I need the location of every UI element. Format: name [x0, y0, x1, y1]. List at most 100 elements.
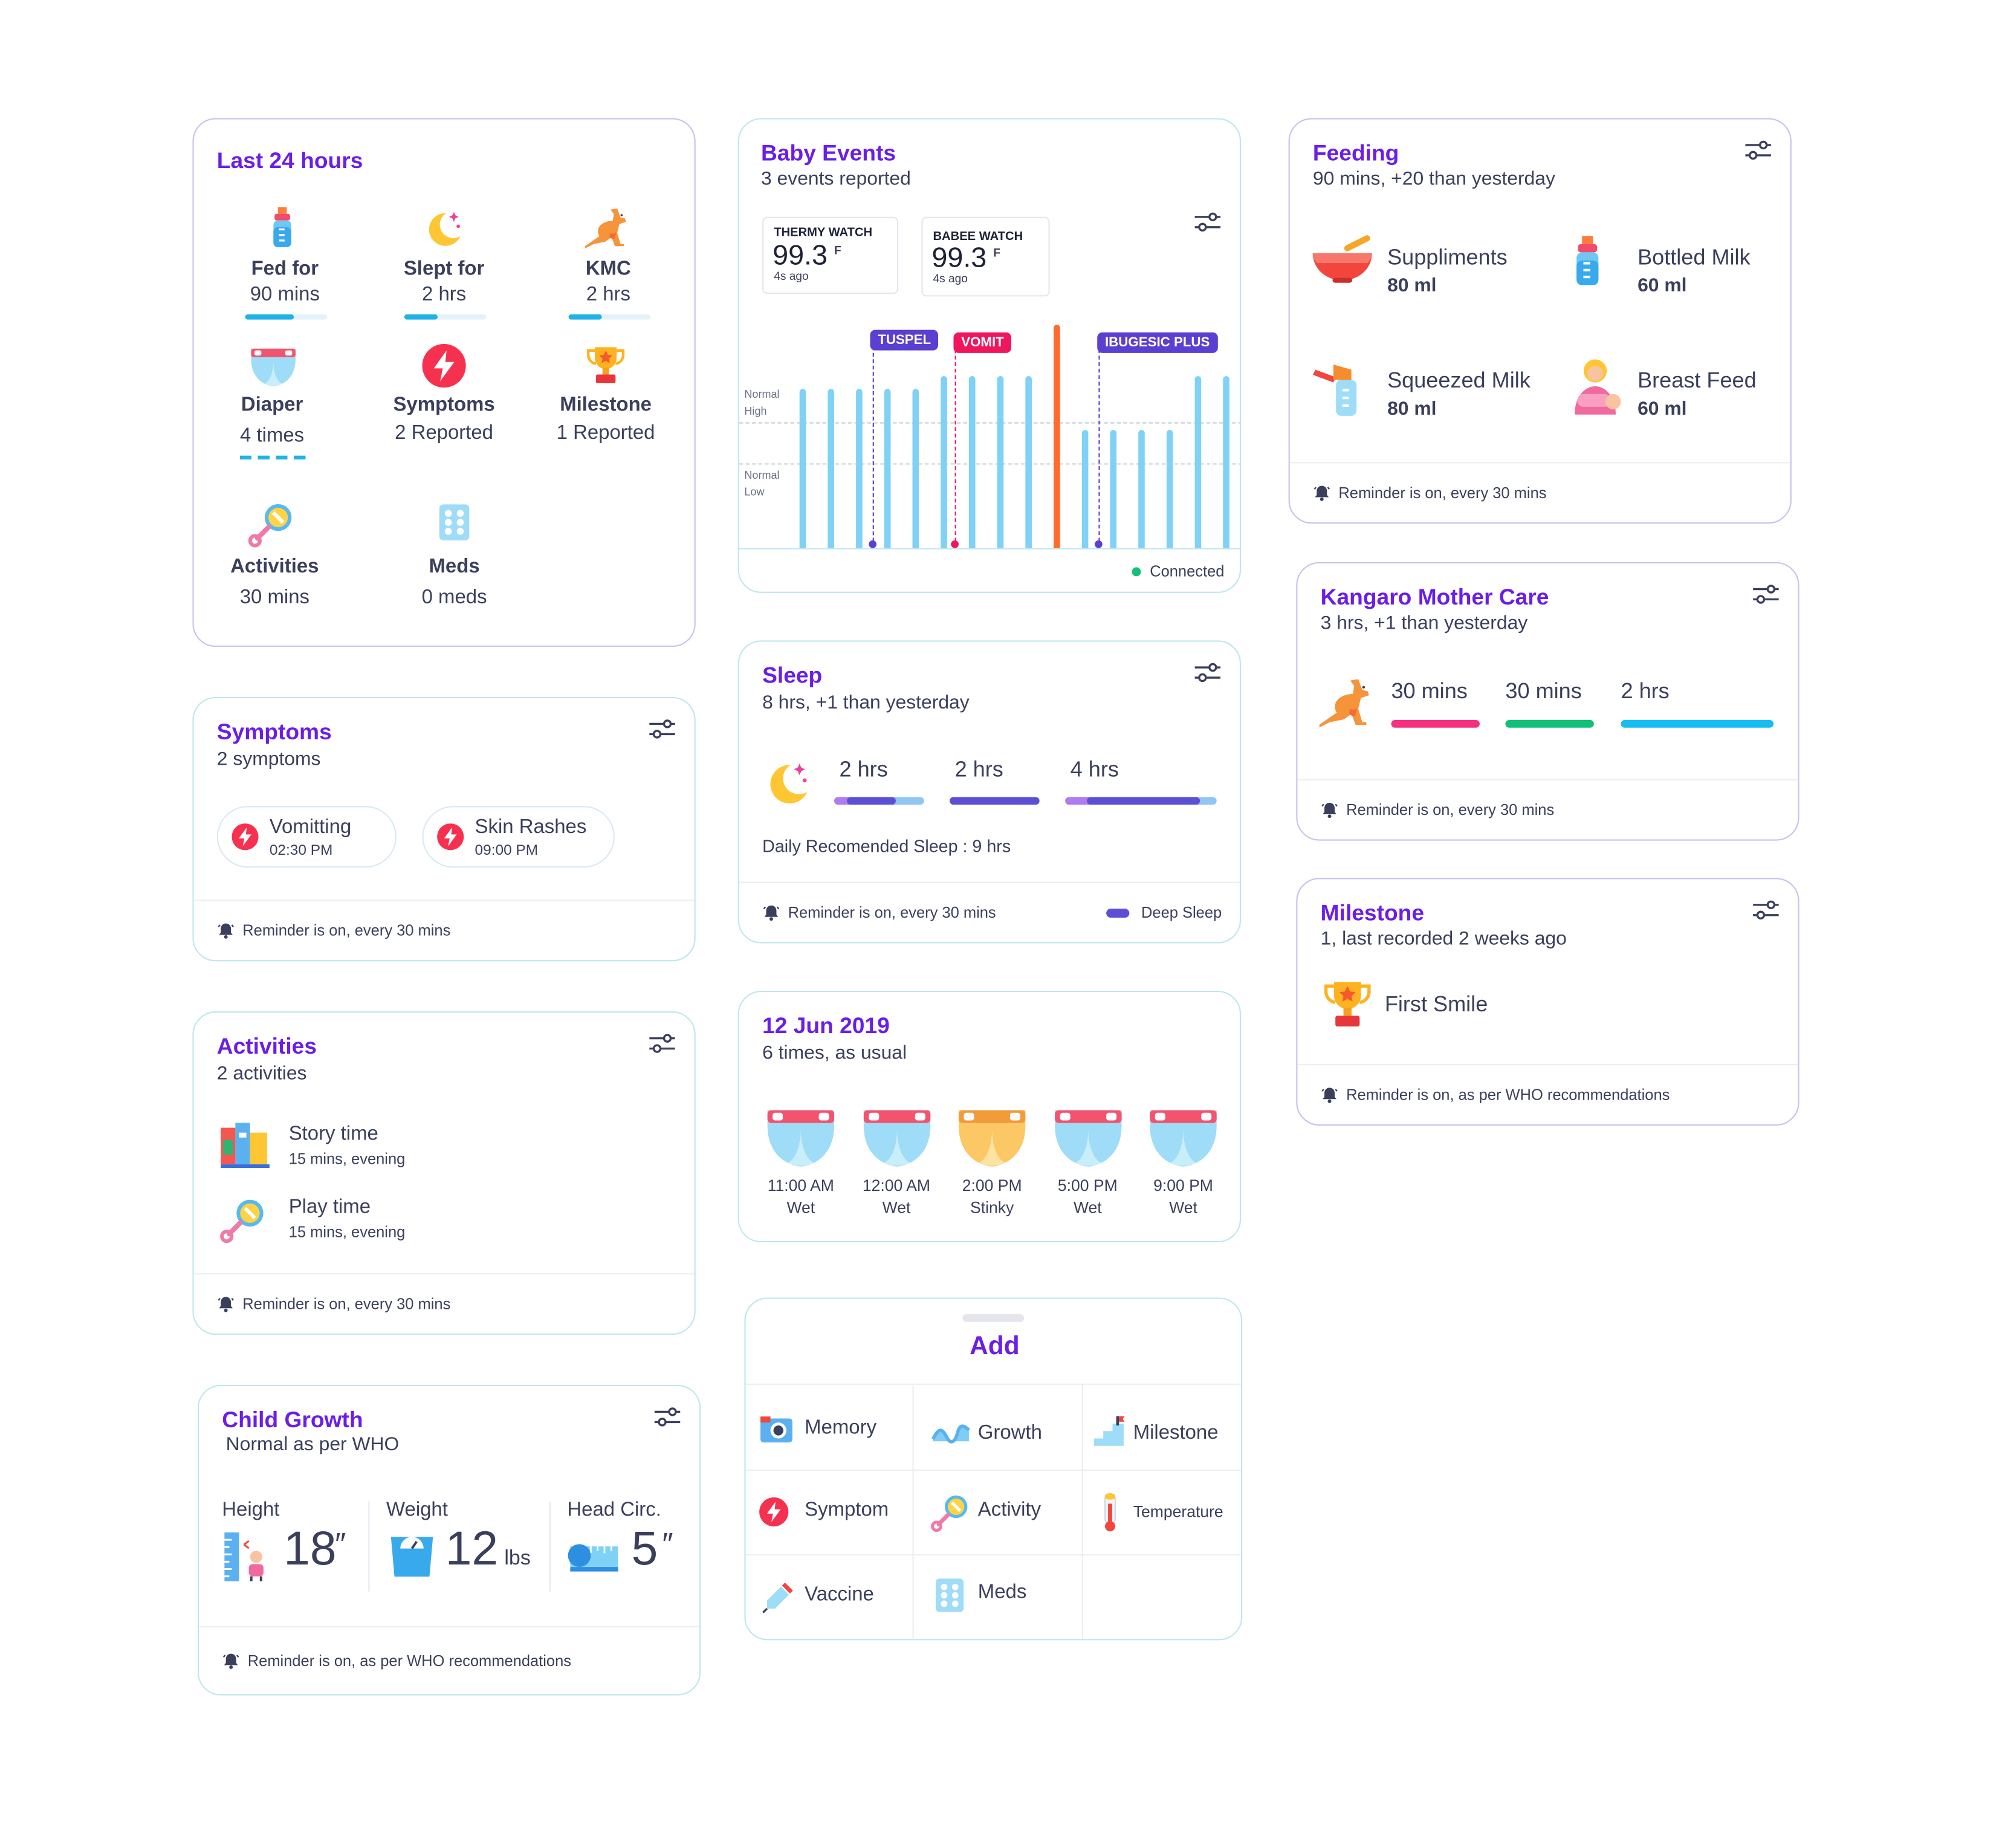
watch-temp: 99.3	[773, 238, 828, 271]
summary-symptoms[interactable]: Symptoms 2 Reported	[371, 343, 517, 458]
growth-icon	[930, 1415, 971, 1450]
activity-detail: 15 mins, evening	[288, 1223, 406, 1242]
watch-reading[interactable]: BABEE WATCH 99.3 F 4s ago	[921, 216, 1050, 297]
summary-activities[interactable]: Activities 30 mins	[201, 499, 348, 615]
breast-pump-icon	[1310, 351, 1372, 425]
reminder-text: Reminder is on, every 30 mins	[1346, 800, 1555, 819]
diaper-time: 2:00 PM	[962, 1176, 1022, 1195]
diaper-entry[interactable]: 12:00 AM Wet	[853, 1103, 940, 1231]
session-label: 30 mins	[1505, 679, 1582, 704]
diaper-type: Stinky	[970, 1198, 1014, 1217]
reading-bar	[997, 376, 1004, 548]
add-growth-button[interactable]: Growth	[930, 1407, 1084, 1458]
add-activity-button[interactable]: Activity	[930, 1487, 1084, 1538]
progress-track	[568, 314, 651, 320]
add-symptom-button[interactable]: Symptom	[759, 1487, 913, 1538]
summary-milestone[interactable]: Milestone 1 Reported	[533, 343, 679, 458]
stinky-diaper-icon	[953, 1103, 1030, 1169]
filter-icon[interactable]	[1193, 212, 1222, 232]
summary-value: 2 hrs	[586, 284, 630, 306]
symptom-icon	[759, 1497, 789, 1528]
diaper-entry[interactable]: 9:00 PM Wet	[1139, 1103, 1226, 1231]
summary-label: Meds	[429, 556, 480, 578]
feeding-amount: 60 ml	[1638, 274, 1687, 297]
summary-value: 2 Reported	[395, 422, 494, 444]
activity-item[interactable]: Play time 15 mins, evening	[217, 1192, 641, 1248]
reading-bar	[1110, 430, 1117, 548]
connection-status: Connected	[1132, 562, 1224, 580]
diaper-log-card: 12 Jun 2019 6 times, as usual 11:00 AM We…	[737, 991, 1242, 1243]
drag-handle[interactable]	[962, 1314, 1025, 1322]
milestone-item[interactable]: First Smile	[1321, 977, 1642, 1036]
filter-icon[interactable]	[648, 1033, 676, 1054]
activity-item[interactable]: Story time 15 mins, evening	[217, 1118, 641, 1174]
sleep-card: Sleep 8 hrs, +1 than yesterday 2 hrs 2 hr…	[737, 640, 1242, 944]
growth-head[interactable]: Head Circ. 5 ″	[567, 1499, 695, 1589]
segment-bar	[950, 797, 1040, 805]
event-tag[interactable]: VOMIT	[953, 332, 1012, 353]
sleep-segment[interactable]: 2 hrs	[950, 754, 1040, 811]
kmc-session[interactable]: 30 mins	[1391, 679, 1481, 730]
activity-detail: 15 mins, evening	[288, 1150, 406, 1169]
sleep-segment[interactable]: 2 hrs	[834, 754, 924, 811]
watch-name: THERMY WATCH	[774, 225, 873, 241]
diaper-entry[interactable]: 2:00 PM Stinky	[948, 1103, 1035, 1231]
filter-icon[interactable]	[648, 719, 676, 739]
summary-meds[interactable]: Meds 0 meds	[381, 499, 528, 615]
growth-height[interactable]: Height 18 ″	[222, 1499, 363, 1589]
event-tag[interactable]: IBUGESIC PLUS	[1097, 332, 1218, 353]
diaper-type: Wet	[882, 1198, 911, 1217]
bell-icon	[762, 904, 780, 922]
baby-events-card: Baby Events 3 events reported THERMY WAT…	[737, 118, 1242, 593]
diaper-entry[interactable]: 5:00 PM Wet	[1044, 1103, 1131, 1231]
divider	[1081, 1383, 1083, 1639]
diaper-entry[interactable]: 11:00 AM Wet	[757, 1103, 844, 1231]
kmc-session[interactable]: 2 hrs	[1621, 679, 1777, 730]
sleep-segment[interactable]: 4 hrs	[1065, 754, 1217, 811]
diaper-time: 5:00 PM	[1057, 1176, 1118, 1195]
summary-label: Symptoms	[393, 394, 495, 416]
camera-icon	[759, 1412, 794, 1445]
feeding-item[interactable]: Suppliments 80 ml	[1310, 232, 1554, 299]
symptom-icon	[436, 823, 465, 851]
ruler-icon	[222, 1530, 271, 1584]
bowl-icon	[1310, 235, 1375, 287]
add-vaccine-button[interactable]: Vaccine	[761, 1571, 915, 1623]
add-label: Temperature	[1133, 1503, 1223, 1521]
filter-icon[interactable]	[653, 1407, 682, 1427]
summary-slept[interactable]: Slept for 2 hrs	[371, 204, 517, 320]
tag-marker-dot	[869, 540, 877, 548]
growth-weight[interactable]: Weight 12 lbs	[386, 1499, 553, 1589]
rattle-icon	[248, 499, 297, 548]
symptom-chip[interactable]: Vomitting 02:30 PM	[216, 806, 397, 868]
feeding-item[interactable]: Squeezed Milk 80 ml	[1310, 351, 1554, 427]
filter-icon[interactable]	[1193, 663, 1222, 683]
growth-label: Weight	[386, 1499, 448, 1521]
feeding-item[interactable]: Bottled Milk 60 ml	[1567, 232, 1790, 299]
light-sleep-fill	[834, 797, 850, 805]
reading-bar	[1138, 430, 1145, 548]
growth-unit: ″	[662, 1527, 673, 1562]
add-memory-button[interactable]: Memory	[756, 1401, 910, 1453]
reading-bar	[968, 376, 976, 548]
summary-fed[interactable]: Fed for 90 mins	[212, 204, 358, 320]
filter-icon[interactable]	[1752, 584, 1780, 605]
feeding-item[interactable]: Breast Feed 60 ml	[1567, 351, 1790, 427]
symptom-chip[interactable]: Skin Rashes 09:00 PM	[422, 806, 615, 868]
filter-icon[interactable]	[1752, 900, 1780, 920]
watch-reading[interactable]: THERMY WATCH 99.3 F 4s ago	[762, 216, 899, 294]
add-meds-button[interactable]: Meds	[930, 1571, 1084, 1623]
watch-unit: F	[993, 246, 1000, 259]
reading-bar	[1025, 376, 1032, 548]
add-milestone-button[interactable]: Milestone	[1092, 1407, 1241, 1458]
filter-icon[interactable]	[1744, 140, 1772, 160]
kmc-session[interactable]: 30 mins	[1505, 679, 1595, 730]
summary-kmc[interactable]: KMC 2 hrs	[535, 204, 681, 320]
diaper-time: 12:00 AM	[862, 1176, 931, 1195]
event-tag[interactable]: TUSPEL	[870, 329, 939, 351]
segment-bar	[834, 797, 924, 805]
growth-unit: ″	[335, 1527, 346, 1562]
reminder-bar: Reminder is on, every 30 mins	[1289, 462, 1790, 522]
summary-diaper[interactable]: Diaper 4 times	[199, 343, 345, 464]
add-temperature-button[interactable]: Temperature	[1100, 1487, 1241, 1538]
